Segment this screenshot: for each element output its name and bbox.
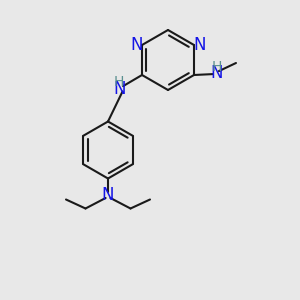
Text: N: N: [130, 36, 143, 54]
Text: N: N: [210, 64, 223, 82]
Text: N: N: [193, 36, 206, 54]
Text: H: H: [211, 60, 222, 74]
Text: H: H: [114, 75, 124, 89]
Text: N: N: [102, 186, 114, 204]
Text: N: N: [113, 80, 126, 98]
